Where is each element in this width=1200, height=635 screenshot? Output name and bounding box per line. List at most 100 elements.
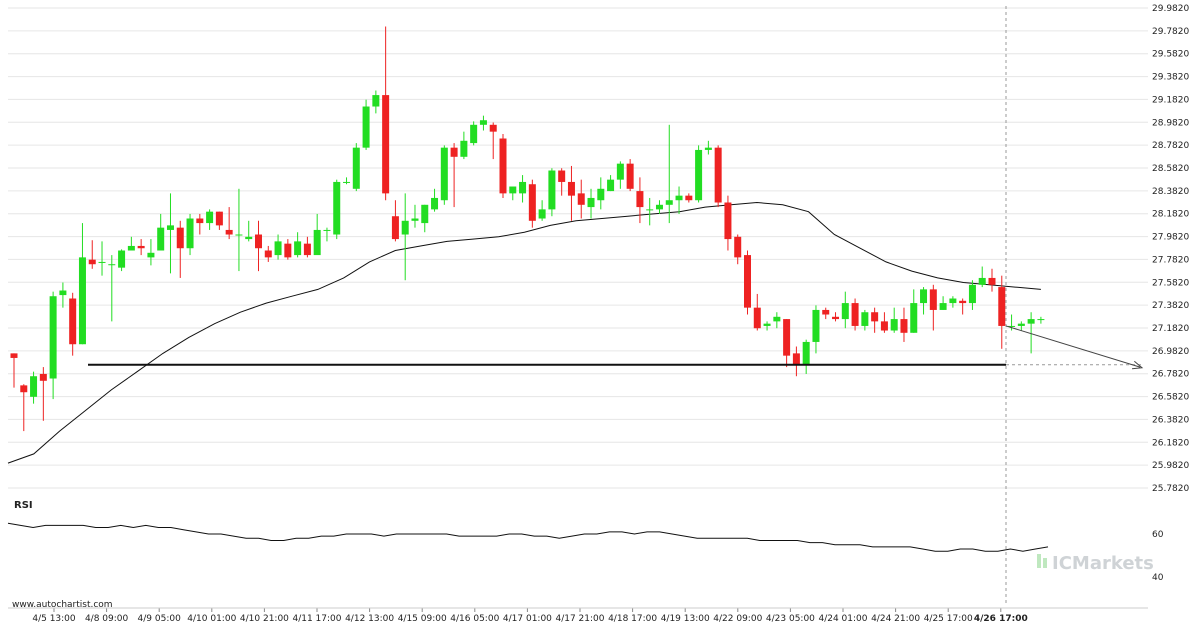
candle-body	[264, 250, 272, 258]
footer-text: www.autochartist.com	[12, 600, 113, 610]
candle-body	[968, 284, 976, 304]
candle-body	[744, 255, 751, 308]
candle-body	[176, 227, 184, 249]
candle-body	[255, 234, 262, 249]
candles	[10, 26, 1045, 432]
candle-body	[773, 316, 781, 322]
brand-text: ICMarkets	[1052, 553, 1154, 574]
x-tick-label: 4/10 01:00	[187, 614, 236, 624]
candle-body	[78, 257, 86, 345]
x-tick-label: 4/17 21:00	[555, 614, 604, 624]
candle-body	[587, 197, 595, 208]
y-tick-label: 26.5820	[1152, 393, 1189, 403]
x-tick-label: 4/19 13:00	[661, 614, 710, 624]
x-tick-label: 4/9 05:00	[138, 614, 182, 624]
candle-body	[519, 181, 527, 194]
x-tick-label: 4/5 13:00	[32, 614, 76, 624]
x-tick-label: 4/15 09:00	[398, 614, 447, 624]
y-tick-label: 28.3820	[1152, 187, 1189, 197]
candle-body	[215, 211, 223, 226]
candle-body	[626, 163, 634, 189]
candle-body	[225, 229, 233, 235]
candle-body	[49, 296, 57, 379]
candle-body	[206, 211, 214, 224]
rsi-panel: 60 40	[7, 522, 1164, 583]
x-tick-label: 4/25 17:00	[924, 614, 973, 624]
candle-body	[734, 236, 742, 258]
candle-body	[607, 179, 615, 192]
candle-body	[118, 250, 126, 268]
candle-body	[802, 341, 810, 365]
candle-body	[978, 277, 986, 285]
rsi-tick-label: 60	[1152, 530, 1164, 540]
x-tick-label: 4/17 01:00	[503, 614, 552, 624]
rsi-line	[7, 522, 1049, 552]
candle-body	[440, 147, 448, 201]
candle-body	[411, 218, 419, 221]
candle-body	[959, 300, 967, 304]
brand-bar-2	[1043, 558, 1047, 568]
candle-body	[421, 204, 429, 224]
candle-body	[460, 140, 468, 157]
y-tick-label: 28.1820	[1152, 210, 1189, 220]
candle-body	[98, 261, 106, 263]
candle-body	[890, 319, 898, 331]
candle-body	[362, 106, 370, 148]
candle-body	[763, 323, 771, 326]
candle-body	[636, 191, 644, 208]
x-tick-label: 4/24 01:00	[818, 614, 867, 624]
candle-body	[920, 289, 928, 304]
y-tick-label: 26.9820	[1152, 347, 1189, 357]
x-tick-label: 4/8 09:00	[85, 614, 129, 624]
y-tick-label: 28.5820	[1152, 164, 1189, 174]
x-tick-label: 4/22 09:00	[713, 614, 762, 624]
candle-body	[939, 303, 947, 310]
candle-body	[685, 195, 693, 201]
candle-body	[509, 186, 517, 194]
candle-body	[479, 120, 487, 125]
y-tick-label: 29.1820	[1152, 95, 1189, 105]
y-tick-label: 29.3820	[1152, 73, 1189, 83]
candle-body	[841, 303, 849, 320]
candle-body	[245, 236, 253, 240]
candle-body	[861, 312, 869, 326]
y-tick-label: 26.7820	[1152, 370, 1189, 380]
y-tick-label: 28.7820	[1152, 141, 1189, 151]
x-tick-label: 4/10 21:00	[240, 614, 289, 624]
candle-body	[196, 218, 204, 224]
candle-body	[10, 353, 18, 358]
forecast-arrow-head	[1132, 360, 1144, 370]
x-axis-ticks: 4/5 13:00 4/8 09:00 4/9 05:00 4/10 01:00 4/1…	[8, 607, 1148, 624]
candle-body	[597, 188, 605, 201]
candle-body	[499, 138, 507, 194]
y-tick-label: 26.1820	[1152, 438, 1189, 448]
candle-body	[431, 197, 439, 210]
x-tick-label: 4/24 21:00	[871, 614, 920, 624]
candle-body	[704, 147, 712, 150]
candle-body	[558, 170, 566, 182]
candle-body	[714, 147, 722, 203]
candle-body	[792, 353, 800, 365]
candle-body	[812, 309, 820, 342]
candle-body	[1037, 319, 1045, 321]
forecast-arrow-line	[1005, 325, 1141, 368]
candle-body	[910, 303, 918, 333]
candle-body	[450, 147, 458, 157]
x-tick-label: 4/23 05:00	[766, 614, 815, 624]
candle-body	[352, 147, 360, 189]
moving-average	[7, 201, 1041, 464]
y-tick-label: 27.9820	[1152, 233, 1189, 243]
candle-body	[59, 290, 67, 296]
x-tick-label: 4/26 17:00	[974, 614, 1028, 624]
candle-body	[235, 234, 243, 236]
candle-body	[323, 229, 331, 231]
candle-body	[69, 298, 77, 345]
candle-body	[401, 220, 409, 235]
candle-body	[30, 376, 38, 397]
candle-body	[675, 195, 683, 201]
candle-body	[871, 312, 879, 322]
y-tick-label: 27.3820	[1152, 301, 1189, 311]
candle-body	[333, 181, 341, 235]
candle-body	[528, 184, 536, 221]
y-tick-label: 29.7820	[1152, 27, 1189, 37]
